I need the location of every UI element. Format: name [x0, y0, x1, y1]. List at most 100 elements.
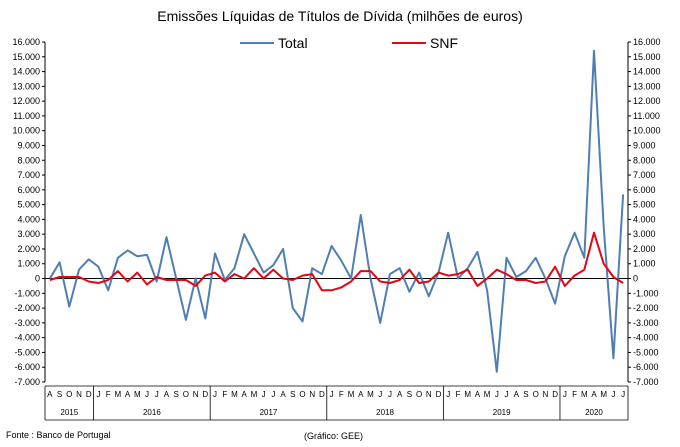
y-tick-label-right: 13.000	[633, 81, 661, 91]
x-tick-label: J	[563, 390, 567, 399]
y-tick-label-left: 15.000	[12, 52, 40, 62]
y-tick-label-left: 7.000	[17, 170, 40, 180]
y-tick-label-left: 11.000	[13, 111, 40, 121]
x-tick-label: D	[436, 390, 442, 399]
x-tick-label: M	[581, 390, 588, 399]
x-tick-label: O	[533, 390, 539, 399]
y-tick-label-right: 0	[633, 274, 638, 284]
legend-total-swatch	[240, 42, 274, 44]
x-tick-label: N	[76, 390, 82, 399]
x-tick-label: A	[47, 390, 53, 399]
y-tick-label-left: 12.000	[12, 96, 40, 106]
x-tick-label: O	[416, 390, 422, 399]
x-tick-label: S	[174, 390, 179, 399]
x-tick-label: S	[57, 390, 62, 399]
x-tick-label: D	[319, 390, 325, 399]
x-tick-label: M	[367, 390, 374, 399]
x-tick-label: N	[543, 390, 549, 399]
y-tick-label-left: 6.000	[17, 185, 40, 195]
y-tick-label-right: -3.000	[633, 318, 659, 328]
legend-total: Total	[240, 34, 308, 52]
x-tick-label: N	[193, 390, 199, 399]
x-tick-label: A	[164, 390, 170, 399]
y-tick-label-left: 8.000	[17, 155, 40, 165]
legend-snf: SNF	[392, 34, 458, 52]
legend-snf-label: SNF	[430, 35, 458, 51]
y-tick-label-right: -2.000	[633, 303, 659, 313]
y-tick-label-right: 15.000	[633, 52, 661, 62]
x-tick-label: F	[572, 390, 577, 399]
x-tick-label: D	[552, 390, 558, 399]
y-tick-label-right: -6.000	[633, 362, 659, 372]
x-tick-label: F	[456, 390, 461, 399]
y-tick-label-left: -4.000	[14, 333, 40, 343]
y-tick-label-right: -5.000	[633, 347, 659, 357]
x-tick-label: M	[484, 390, 491, 399]
y-tick-label-left: -1.000	[14, 288, 40, 298]
x-tick-label: J	[505, 390, 509, 399]
y-tick-label-right: -1.000	[633, 288, 659, 298]
year-label: 2018	[376, 408, 394, 417]
x-tick-label: M	[231, 390, 238, 399]
y-tick-label-left: 14.000	[12, 67, 40, 77]
x-tick-label: J	[330, 390, 334, 399]
legend-snf-swatch	[392, 42, 426, 44]
y-tick-label-right: 2.000	[633, 244, 656, 254]
x-tick-label: N	[309, 390, 315, 399]
year-label: 2015	[60, 408, 78, 417]
y-tick-label-left: 9.000	[17, 140, 40, 150]
x-tick-label: M	[464, 390, 471, 399]
source-note: Fonte : Banco de Portugal	[6, 430, 111, 440]
x-tick-label: D	[86, 390, 92, 399]
y-tick-label-left: 10.000	[12, 126, 40, 136]
x-tick-label: F	[339, 390, 344, 399]
x-tick-label: A	[397, 390, 403, 399]
x-tick-label: M	[115, 390, 122, 399]
series-line-snf	[49, 231, 624, 292]
y-tick-label-right: 7.000	[633, 170, 656, 180]
y-tick-label-right: 12.000	[633, 96, 661, 106]
year-label: 2020	[585, 408, 603, 417]
x-tick-label: O	[183, 390, 189, 399]
y-tick-label-right: 11.000	[633, 111, 660, 121]
y-tick-label-left: -3.000	[14, 318, 40, 328]
x-tick-label: A	[242, 390, 248, 399]
y-tick-label-left: -5.000	[14, 347, 40, 357]
x-tick-label: O	[299, 390, 305, 399]
y-tick-label-left: 3.000	[17, 229, 40, 239]
y-tick-label-right: 8.000	[633, 155, 656, 165]
y-tick-label-left: -7.000	[14, 377, 40, 387]
x-tick-label: D	[202, 390, 208, 399]
x-tick-label: F	[106, 390, 111, 399]
x-tick-label: M	[600, 390, 607, 399]
x-tick-label: M	[134, 390, 141, 399]
y-tick-label-left: -6.000	[14, 362, 40, 372]
y-tick-label-right: -4.000	[633, 333, 659, 343]
y-tick-label-left: -2.000	[14, 303, 40, 313]
y-tick-label-right: 1.000	[633, 259, 656, 269]
series-line-total	[49, 49, 625, 373]
x-tick-label: A	[125, 390, 131, 399]
x-tick-label: S	[523, 390, 528, 399]
x-tick-label: J	[271, 390, 275, 399]
y-tick-label-right: 5.000	[633, 200, 656, 210]
x-tick-label: M	[251, 390, 258, 399]
y-tick-label-right: 9.000	[633, 140, 656, 150]
x-tick-label: J	[262, 390, 266, 399]
x-tick-label: J	[388, 390, 392, 399]
y-tick-label-left: 1.000	[17, 259, 40, 269]
y-tick-label-left: 2.000	[17, 244, 40, 254]
x-tick-label: A	[280, 390, 286, 399]
x-tick-label: J	[96, 390, 100, 399]
year-label: 2016	[143, 408, 161, 417]
x-tick-label: S	[290, 390, 295, 399]
y-tick-label-left: 13.000	[12, 81, 40, 91]
y-tick-label-right: 6.000	[633, 185, 656, 195]
x-tick-label: A	[475, 390, 481, 399]
x-tick-label: A	[358, 390, 364, 399]
x-tick-label: M	[348, 390, 355, 399]
y-tick-label-right: 4.000	[633, 214, 656, 224]
y-tick-label-right: -7.000	[633, 377, 659, 387]
x-tick-label: J	[621, 390, 625, 399]
